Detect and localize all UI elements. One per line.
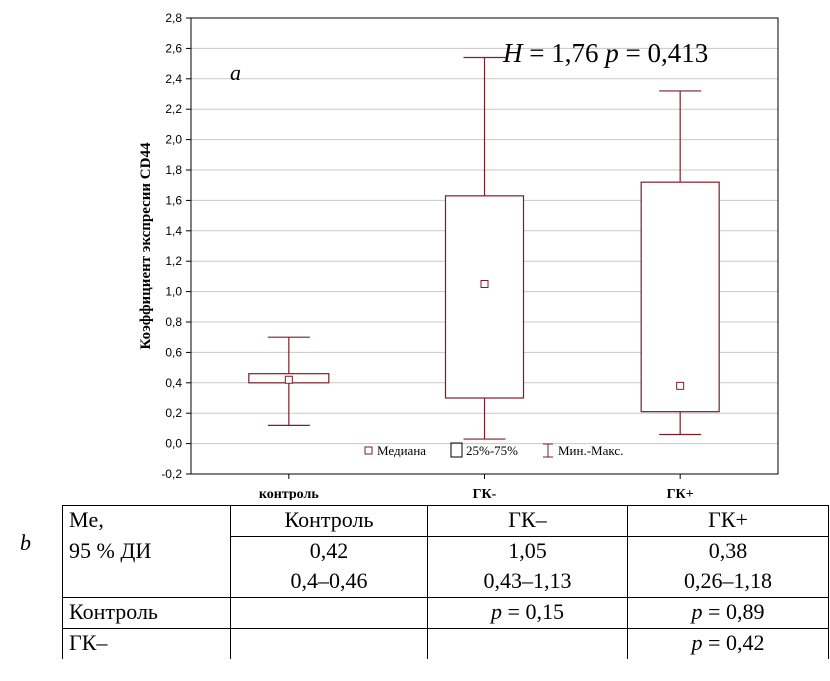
legend-range-icon <box>543 443 553 458</box>
empty-cell <box>62 567 231 598</box>
ci-cell: 0,26–1,18 <box>627 567 829 598</box>
table-cell <box>427 628 628 659</box>
test-annotation: H = 1,76 p = 0,413 <box>502 38 708 68</box>
col-header: Контроль <box>230 505 428 537</box>
table-row: 0,4–0,46 0,43–1,13 0,26–1,18 <box>62 567 829 598</box>
y-tick-label: 1,2 <box>165 254 182 268</box>
y-tick-label: 0,2 <box>165 406 182 420</box>
y-tick-label: 0,4 <box>165 376 182 390</box>
median-cell: 0,38 <box>627 536 829 567</box>
median-cell: 0,42 <box>230 536 428 567</box>
y-tick-label: 0,8 <box>165 315 182 329</box>
legend-median-icon <box>364 446 373 455</box>
box-plot-chart: -0,2 0,0 0,2 0,4 0,6 0,8 1,0 1,2 1,4 1,6 1,8 2,0 2,2… <box>138 11 779 500</box>
row-label: Контроль <box>62 597 231 629</box>
ci-cell: 0,4–0,46 <box>230 567 428 598</box>
legend-iqr-icon <box>450 442 463 458</box>
x-tick-label: контроль <box>259 487 319 500</box>
box-1 <box>444 56 525 440</box>
p-value-cell: p = 0,89 <box>627 597 829 629</box>
table-cell <box>230 628 428 659</box>
table-row: 95 % ДИ 0,42 1,05 0,38 <box>62 536 829 567</box>
y-axis-ticks: -0,2 0,0 0,2 0,4 0,6 0,8 1,0 1,2 1,4 1,6 1,8 2,0 2,2… <box>161 11 191 481</box>
panel-letter-a: a <box>230 60 241 85</box>
table-row: ГК– p = 0,42 <box>62 628 829 659</box>
ci-cell: 0,43–1,13 <box>427 567 628 598</box>
legend-iqr-label: 25%-75% <box>466 443 518 458</box>
y-tick-label: 2,8 <box>165 11 182 25</box>
iqr-box <box>444 195 525 399</box>
box-0 <box>248 336 330 426</box>
x-tick-label: ГК+ <box>667 487 694 500</box>
table-row: Контроль p = 0,15 p = 0,89 <box>62 597 829 629</box>
y-tick-label: 1,4 <box>165 224 182 238</box>
y-tick-label: 2,4 <box>165 72 182 86</box>
box-2 <box>640 90 720 436</box>
y-tick-label: 1,8 <box>165 163 182 177</box>
legend: Медиана 25%-75% Мин.-Макс. <box>364 442 623 458</box>
boxes <box>248 56 720 440</box>
y-tick-label: 2,0 <box>165 133 182 147</box>
y-tick-label: 0,0 <box>165 437 182 451</box>
y-tick-label: -0,2 <box>161 467 182 481</box>
y-tick-label: 2,6 <box>165 41 182 55</box>
y-axis-label: Коэффициент экспресии CD44 <box>138 142 154 349</box>
table-cell <box>230 597 428 629</box>
legend-median-label: Медиана <box>377 443 426 458</box>
y-tick-label: 1,0 <box>165 285 182 299</box>
median-cell: 1,05 <box>427 536 628 567</box>
x-axis-ticks: контроль ГК- ГК+ <box>259 474 694 500</box>
stats-table: Me, Контроль ГК– ГК+ 95 % ДИ 0,42 1,05 0… <box>62 505 829 659</box>
p-value-cell: p = 0,15 <box>427 597 628 629</box>
p-value-cell: p = 0,42 <box>627 628 829 659</box>
y-tick-label: 1,6 <box>165 193 182 207</box>
y-tick-label: 2,2 <box>165 102 182 116</box>
median-marker <box>284 375 293 384</box>
legend-range-label: Мин.-Макс. <box>558 443 623 458</box>
y-tick-label: 0,6 <box>165 345 182 359</box>
table-row: Me, Контроль ГК– ГК+ <box>62 505 829 537</box>
row-label-me: Me, <box>62 505 231 537</box>
iqr-box <box>640 181 720 413</box>
col-header: ГК+ <box>627 505 829 537</box>
row-label-ci: 95 % ДИ <box>62 536 231 567</box>
col-header: ГК– <box>427 505 628 537</box>
median-marker <box>676 381 685 390</box>
x-tick-label: ГК- <box>473 487 497 500</box>
median-marker <box>480 280 489 288</box>
row-label: ГК– <box>62 628 231 659</box>
panel-letter-b: b <box>20 530 31 555</box>
